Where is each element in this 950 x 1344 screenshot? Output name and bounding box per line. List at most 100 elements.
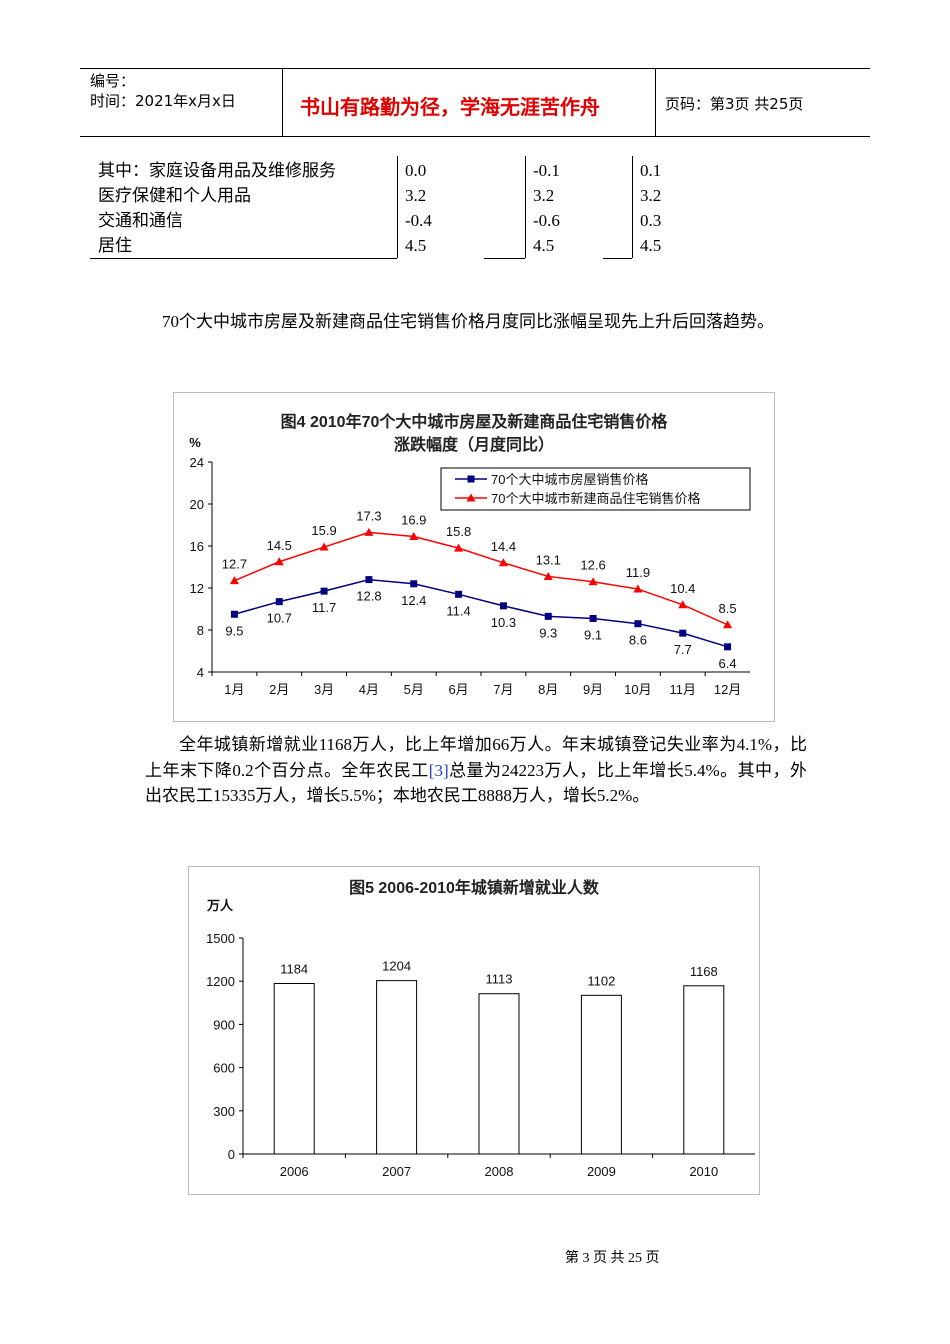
y-tick-label: 8 <box>197 623 204 638</box>
data-marker <box>229 576 239 585</box>
data-marker <box>410 580 418 588</box>
x-tick-label: 7月 <box>493 682 513 697</box>
data-marker <box>723 620 733 629</box>
text: 全年城镇新增就业1168万人，比上年增加66万人。年末城镇登记失业率为4.1%，… <box>145 735 807 780</box>
data-label: 8.6 <box>629 633 647 648</box>
x-tick-label: 1月 <box>224 682 244 697</box>
data-label: 10.4 <box>670 581 695 596</box>
x-tick-label: 2006 <box>280 1164 309 1179</box>
x-tick-label: 9月 <box>583 682 603 697</box>
data-label: 1102 <box>587 973 615 988</box>
series-line <box>234 578 728 648</box>
table-cell: 3.2 <box>533 186 555 205</box>
data-label: 11.9 <box>626 565 650 580</box>
data-label: 1204 <box>382 959 411 974</box>
x-tick-label: 2007 <box>382 1164 411 1179</box>
chart-title: 图5 2006-2010年城镇新增就业人数 <box>349 878 600 897</box>
y-axis-label: 万人 <box>206 898 234 913</box>
bar <box>478 993 520 1155</box>
chart-title: 图4 2010年70个大中城市房屋及新建商品住宅销售价格 <box>281 412 669 431</box>
table-cell: 0.3 <box>640 211 662 230</box>
table-bottom-border <box>484 258 525 259</box>
motto: 书山有路勤为径，学海无涯苦作舟 <box>300 95 600 119</box>
table-cell: 4.5 <box>640 236 662 255</box>
table-cell: -0.6 <box>533 211 560 230</box>
header-divider <box>655 68 656 136</box>
data-marker <box>544 612 552 620</box>
y-tick-label: 20 <box>190 497 204 512</box>
footer: 第 3 页 共 25 页 <box>565 1251 660 1266</box>
y-tick-label: 4 <box>197 665 204 680</box>
data-marker <box>679 629 687 637</box>
table-cell: 0.1 <box>640 161 662 180</box>
data-label: 1184 <box>280 962 308 977</box>
data-label: 12.7 <box>222 557 247 572</box>
data-marker <box>320 587 328 595</box>
y-tick-label: 0 <box>228 1147 235 1162</box>
header-divider <box>282 68 283 136</box>
x-tick-label: 12月 <box>714 682 741 697</box>
header-top-border <box>80 68 870 69</box>
y-tick-label: 24 <box>190 455 204 470</box>
text: 总量为24223万人，比上年增长5.4%。其中，外出农民工15335万人，增长5… <box>145 760 807 806</box>
data-label: 9.5 <box>225 623 243 638</box>
table-cell: 3.2 <box>640 186 662 205</box>
table-cell: 居住 <box>98 236 132 255</box>
data-label: 7.7 <box>674 642 692 657</box>
y-tick-label: 16 <box>190 539 204 554</box>
data-label: 16.9 <box>401 513 426 528</box>
data-marker <box>499 602 507 610</box>
footnote-link[interactable]: [3] <box>428 760 449 780</box>
data-marker <box>633 584 643 593</box>
data-marker <box>588 577 598 586</box>
data-marker <box>498 558 508 567</box>
table-cell: 医疗保健和个人用品 <box>98 186 251 205</box>
y-tick-label: 1200 <box>206 974 235 989</box>
data-label: 6.4 <box>719 656 737 671</box>
table-cell: 4.5 <box>533 236 555 255</box>
y-tick-label: 600 <box>213 1061 235 1076</box>
data-marker <box>678 600 688 609</box>
table-cell: 其中：家庭设备用品及维修服务 <box>98 161 336 180</box>
bar <box>580 994 622 1155</box>
data-label: 13.1 <box>536 552 561 567</box>
x-tick-label: 11月 <box>670 682 697 697</box>
data-marker <box>409 532 419 541</box>
x-tick-label: 2008 <box>485 1164 514 1179</box>
legend-marker <box>466 493 476 502</box>
table-cell: 0.0 <box>405 161 427 180</box>
data-label: 1113 <box>486 972 513 987</box>
series-line <box>234 531 728 626</box>
bar <box>683 985 725 1155</box>
data-label: 10.7 <box>267 611 292 626</box>
data-label: 1168 <box>690 964 718 979</box>
column-border <box>632 156 633 258</box>
y-tick-label: 1500 <box>206 931 235 946</box>
data-label: 12.8 <box>356 589 381 604</box>
data-marker <box>543 571 553 580</box>
column-border <box>397 156 398 258</box>
data-marker <box>455 590 463 598</box>
data-label: 15.9 <box>311 523 336 538</box>
legend-box <box>440 467 751 511</box>
data-marker <box>724 643 732 651</box>
page-number: 页码：第3页 共25页 <box>665 95 804 113</box>
x-tick-label: 2月 <box>269 682 289 697</box>
column-border <box>525 156 526 258</box>
table-cell: 交通和通信 <box>98 211 183 230</box>
data-label: 11.4 <box>446 603 470 618</box>
data-label: 12.6 <box>580 558 605 573</box>
x-tick-label: 3月 <box>314 682 334 697</box>
paragraph: 70个大中城市房屋及新建商品住宅销售价格月度同比涨幅呈现先上升后回落趋势。 <box>162 312 774 331</box>
table-cell: 3.2 <box>405 186 427 205</box>
doc-time: 时间：2021年x月x日 <box>90 92 236 110</box>
x-tick-label: 2009 <box>587 1164 616 1179</box>
data-label: 14.4 <box>491 539 516 554</box>
y-axis-label: % <box>189 435 201 450</box>
data-label: 14.5 <box>267 538 292 553</box>
table-cell: -0.1 <box>533 161 560 180</box>
data-label: 17.3 <box>356 508 381 523</box>
data-marker <box>454 543 464 552</box>
